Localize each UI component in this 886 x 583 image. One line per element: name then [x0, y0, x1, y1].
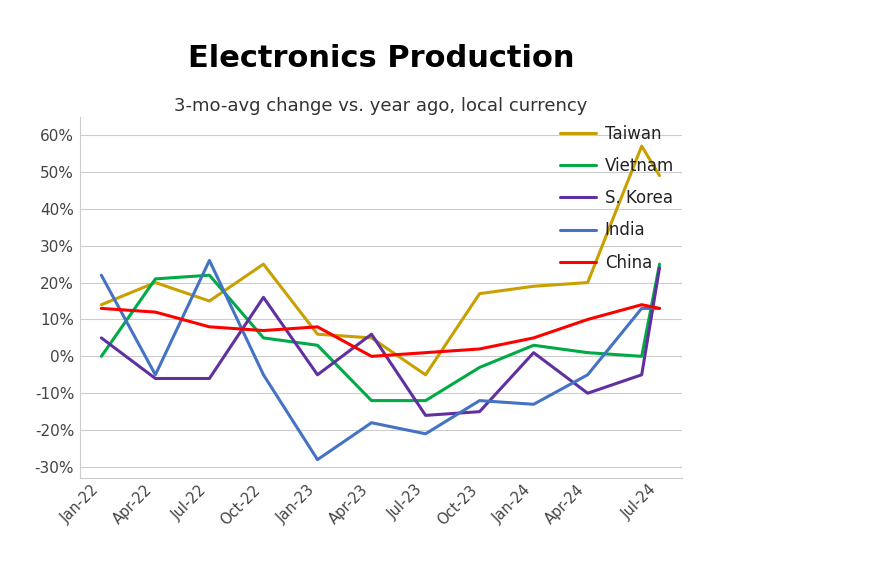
China	[582, 316, 593, 323]
India	[150, 371, 160, 378]
Taiwan	[582, 279, 593, 286]
India	[582, 371, 593, 378]
S. Korea	[96, 335, 106, 342]
S. Korea	[312, 371, 323, 378]
India	[258, 371, 268, 378]
Taiwan	[474, 290, 485, 297]
Vietnam	[636, 353, 647, 360]
Line: China: China	[101, 305, 659, 356]
S. Korea	[366, 331, 377, 338]
S. Korea	[654, 264, 664, 271]
India	[528, 401, 539, 408]
Taiwan	[312, 331, 323, 338]
China	[312, 324, 323, 331]
S. Korea	[528, 349, 539, 356]
India	[636, 305, 647, 312]
Vietnam	[312, 342, 323, 349]
Line: S. Korea: S. Korea	[101, 268, 659, 415]
China	[420, 349, 431, 356]
Vietnam	[420, 397, 431, 404]
Vietnam	[582, 349, 593, 356]
Line: Vietnam: Vietnam	[101, 264, 659, 401]
India	[420, 430, 431, 437]
India	[474, 397, 485, 404]
Vietnam	[654, 261, 664, 268]
China	[636, 301, 647, 308]
China	[366, 353, 377, 360]
Taiwan	[96, 301, 106, 308]
S. Korea	[204, 375, 214, 382]
Taiwan	[366, 335, 377, 342]
Taiwan	[654, 172, 664, 179]
China	[150, 308, 160, 315]
Line: Taiwan: Taiwan	[101, 146, 659, 375]
Text: Electronics Production: Electronics Production	[188, 44, 574, 73]
China	[96, 305, 106, 312]
S. Korea	[474, 408, 485, 415]
Vietnam	[366, 397, 377, 404]
India	[312, 456, 323, 463]
Vietnam	[258, 335, 268, 342]
S. Korea	[582, 389, 593, 396]
S. Korea	[636, 371, 647, 378]
Vietnam	[96, 353, 106, 360]
Vietnam	[528, 342, 539, 349]
Vietnam	[150, 275, 160, 282]
Taiwan	[636, 143, 647, 150]
Taiwan	[258, 261, 268, 268]
Vietnam	[204, 272, 214, 279]
Legend: Taiwan, Vietnam, S. Korea, India, China: Taiwan, Vietnam, S. Korea, India, China	[560, 125, 674, 272]
India	[654, 305, 664, 312]
China	[258, 327, 268, 334]
Taiwan	[420, 371, 431, 378]
India	[204, 257, 214, 264]
Taiwan	[528, 283, 539, 290]
S. Korea	[258, 294, 268, 301]
S. Korea	[150, 375, 160, 382]
China	[654, 305, 664, 312]
India	[366, 419, 377, 426]
Taiwan	[150, 279, 160, 286]
Title: 3-mo-avg change vs. year ago, local currency: 3-mo-avg change vs. year ago, local curr…	[175, 97, 587, 115]
Vietnam	[474, 364, 485, 371]
Line: India: India	[101, 261, 659, 459]
S. Korea	[420, 412, 431, 419]
China	[204, 324, 214, 331]
India	[96, 272, 106, 279]
China	[528, 335, 539, 342]
Taiwan	[204, 297, 214, 304]
China	[474, 346, 485, 353]
